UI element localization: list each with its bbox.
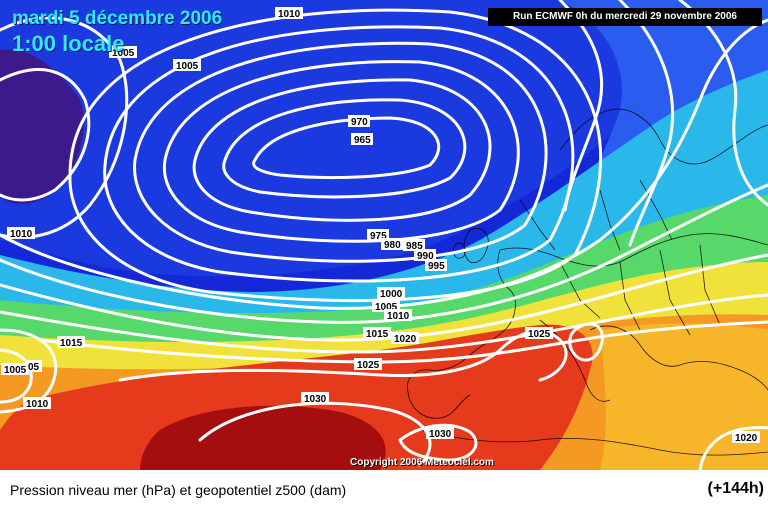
- svg-text:1000: 1000: [380, 289, 403, 300]
- isobar-980: [162, 60, 520, 243]
- isobar-west: [0, 68, 91, 202]
- isobar-label: 1010: [275, 7, 303, 20]
- isobar-label: 1010: [23, 397, 51, 410]
- isobar-northeast-2: [618, 0, 675, 247]
- isobar-label: 1020: [732, 431, 760, 444]
- svg-text:1020: 1020: [735, 433, 758, 444]
- isobar-label: 985: [403, 239, 425, 252]
- isobar-northeast: [558, 0, 603, 212]
- forecast-date: mardi 5 décembre 2006: [12, 8, 223, 29]
- isobar-1025: [118, 329, 568, 382]
- color-field-dark-red: [140, 405, 386, 470]
- isobar-label: 1030: [301, 392, 329, 405]
- svg-text:995: 995: [428, 261, 445, 272]
- svg-text:1020: 1020: [394, 334, 417, 345]
- svg-text:1005: 1005: [176, 61, 199, 72]
- isobar-1030b: [398, 423, 478, 462]
- isobar-label: 1030: [426, 427, 454, 440]
- svg-text:1025: 1025: [357, 360, 380, 371]
- isobar-970: [222, 98, 467, 199]
- svg-text:1010: 1010: [26, 399, 49, 410]
- chart-caption: Pression niveau mer (hPa) et geopotentie…: [10, 482, 347, 498]
- svg-text:980: 980: [384, 240, 401, 251]
- color-field-south-orange: [600, 323, 768, 470]
- isobars: [0, 0, 768, 470]
- copyright-notice: Copyright 2006 Meteociel.com: [350, 457, 494, 468]
- isobar-labels: 1010 1005 1005 970 965: [1, 7, 760, 444]
- isobar-985: [133, 41, 548, 263]
- geopotential-map: 1010 1005 1005 970 965: [0, 0, 768, 470]
- svg-text:1005: 1005: [375, 302, 398, 313]
- svg-text:1010: 1010: [10, 229, 33, 240]
- svg-text:1010: 1010: [278, 9, 301, 20]
- isobar-label: 1000: [377, 287, 405, 300]
- isobar-1005: [0, 183, 768, 324]
- isobar-label: 1005: [173, 59, 201, 72]
- forecast-hour: (+144h): [707, 480, 764, 497]
- svg-text:1005: 1005: [4, 365, 27, 376]
- chart-footer: Pression niveau mer (hPa) et geopotentie…: [0, 470, 768, 512]
- isobar-west-2: [0, 16, 129, 239]
- svg-text:1005: 1005: [112, 48, 135, 59]
- isobar-label: 1010: [384, 309, 412, 322]
- color-field-green: [0, 195, 768, 358]
- isobar-label: 1020: [391, 332, 419, 345]
- isobar-label: 1025: [525, 327, 553, 340]
- svg-text:965: 965: [354, 135, 371, 146]
- isobar-italy: [568, 322, 604, 362]
- svg-text:1015: 1015: [366, 329, 389, 340]
- svg-text:1030: 1030: [429, 429, 452, 440]
- isobar-southeast: [698, 426, 768, 470]
- svg-text:990: 990: [417, 251, 434, 262]
- isobar-label: 980: [381, 238, 403, 251]
- isobar-1010: [0, 253, 768, 342]
- isobar-southwest-2: [0, 348, 33, 404]
- svg-text:985: 985: [406, 241, 423, 252]
- isobar-1020: [38, 320, 768, 364]
- isobar-label: 1005: [109, 46, 137, 59]
- low-center-label: 965: [351, 133, 373, 146]
- model-run-info: Run ECMWF 0h du mercredi 29 novembre 200…: [488, 8, 762, 26]
- svg-text:05: 05: [28, 362, 40, 373]
- svg-text:1030: 1030: [304, 394, 327, 405]
- isobar-label: 1015: [363, 327, 391, 340]
- isobar-east: [678, 0, 768, 207]
- svg-text:1015: 1015: [60, 338, 83, 349]
- isobar-label: 1010: [7, 227, 35, 240]
- isobar-1030a: [198, 401, 432, 467]
- isobar-1015: [0, 293, 768, 354]
- forecast-time: 1:00 locale: [12, 31, 125, 56]
- isobar-label: 990: [414, 249, 436, 262]
- forecast-map: 1010 1005 1005 970 965: [0, 0, 768, 470]
- isobar-label: 05: [26, 360, 42, 373]
- svg-text:970: 970: [351, 117, 368, 128]
- isobar-label: 1015: [57, 336, 85, 349]
- isobar-label: 995: [425, 259, 447, 272]
- svg-text:1025: 1025: [528, 329, 551, 340]
- isobar-label: 1005: [1, 363, 29, 376]
- color-field-deep-low: [0, 49, 84, 205]
- svg-text:1010: 1010: [387, 311, 410, 322]
- coastlines: [407, 108, 768, 456]
- isobar-label: 1025: [354, 358, 382, 371]
- isobar-995: [68, 8, 603, 302]
- svg-text:975: 975: [370, 231, 387, 242]
- isobar-1000: [0, 18, 768, 310]
- isobar-965: [252, 116, 441, 180]
- isobar-975: [192, 78, 492, 222]
- isobar-label: 970: [348, 115, 370, 128]
